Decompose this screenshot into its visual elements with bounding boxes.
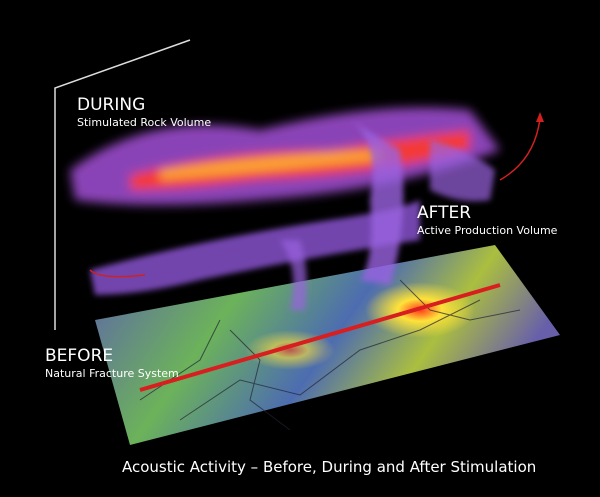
during-subtitle: Stimulated Rock Volume [77, 116, 211, 129]
well-line [139, 283, 501, 392]
arrow-head [536, 112, 544, 122]
caption: Acoustic Activity – Before, During and A… [122, 458, 536, 476]
before-subtitle: Natural Fracture System [45, 367, 179, 380]
after-title: AFTER [417, 203, 471, 223]
lower-cloud [90, 120, 495, 310]
plane-frame [54, 39, 191, 330]
before-title: BEFORE [45, 346, 113, 366]
after-subtitle: Active Production Volume [417, 224, 558, 237]
fractures [139, 279, 521, 431]
arrow [89, 269, 146, 278]
arrow [499, 117, 541, 181]
during-title: DURING [77, 95, 145, 115]
